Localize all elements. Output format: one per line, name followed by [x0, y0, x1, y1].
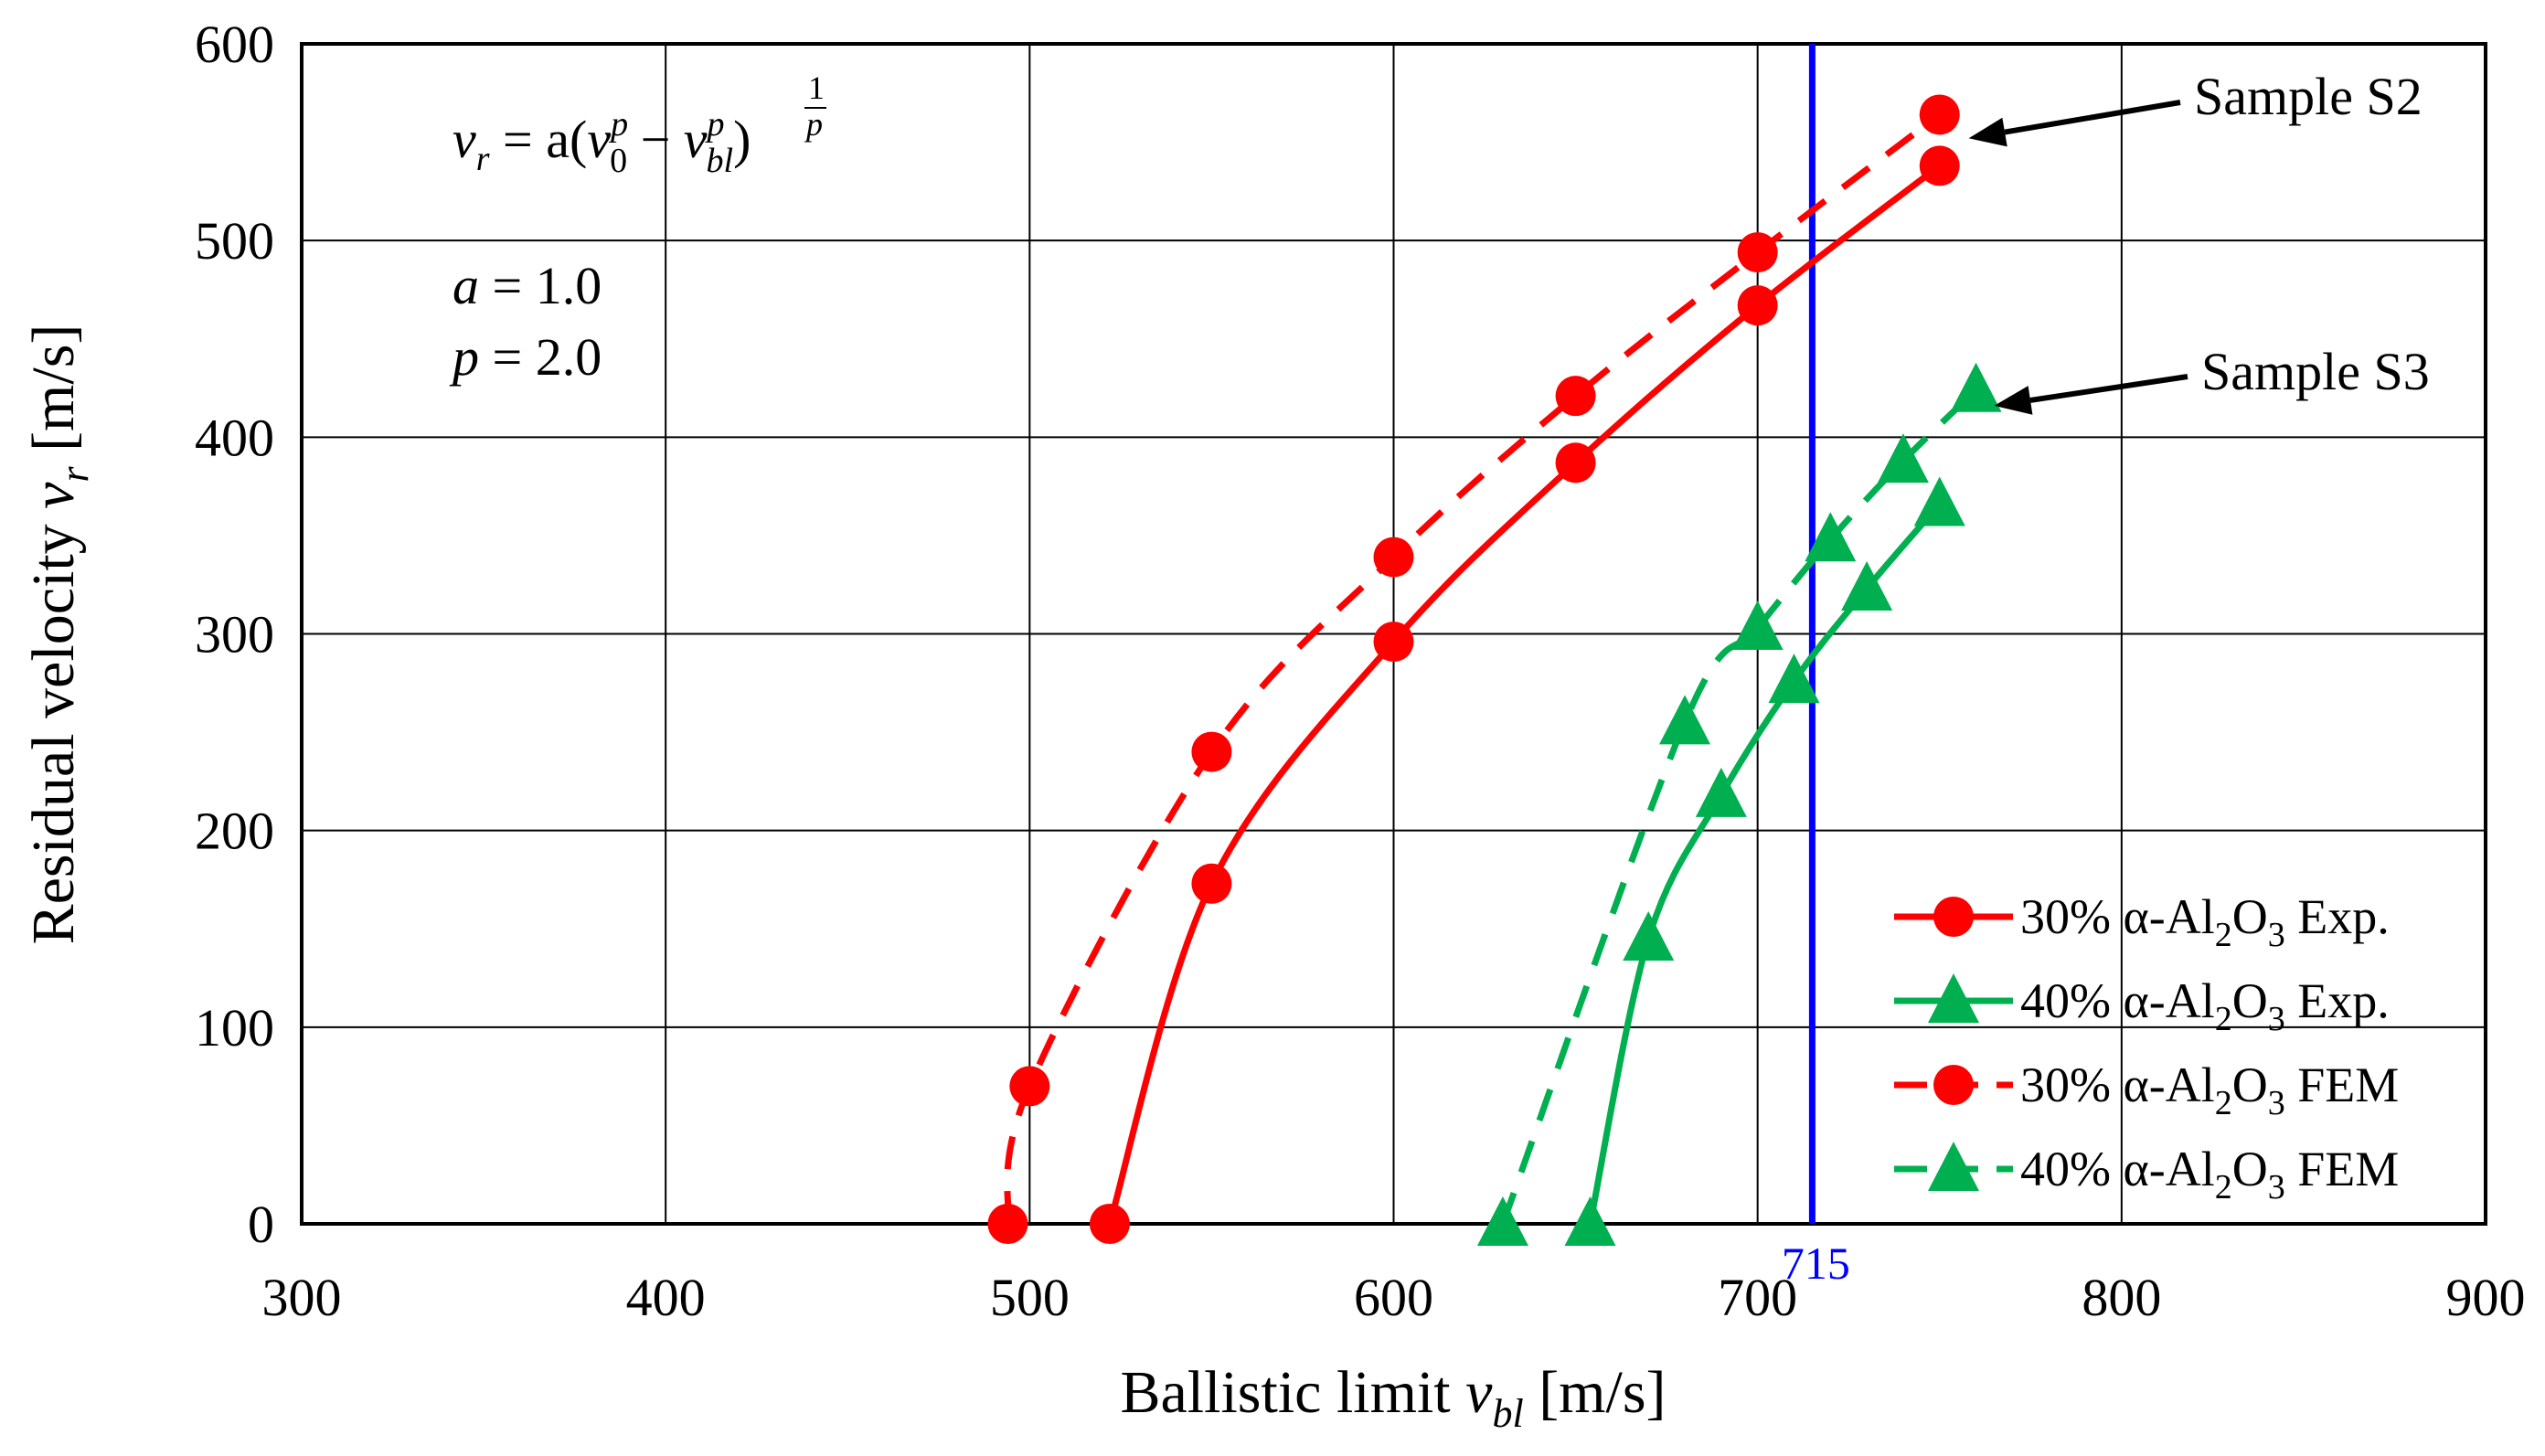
x-tick-label: 500	[990, 1268, 1070, 1327]
y-tick-label: 500	[195, 211, 274, 271]
data-point	[987, 1204, 1028, 1244]
series-line	[1587, 502, 1943, 1225]
legend-marker	[1933, 897, 1974, 937]
annotation-s3-label: Sample S3	[2201, 342, 2430, 401]
data-point	[1841, 561, 1893, 611]
legend-label: 40% α-Al2O3 FEM	[2020, 1142, 2399, 1206]
y-tick-label: 200	[195, 802, 274, 861]
data-point	[1373, 622, 1414, 663]
data-point	[1768, 654, 1820, 704]
data-point	[1913, 476, 1965, 526]
data-point	[1191, 731, 1232, 772]
series-group	[987, 94, 2002, 1246]
legend-item-3: 30% α-Al2O3 FEM	[1894, 1057, 2399, 1122]
y-axis-title: Residual velocity vr [m/s]	[20, 324, 97, 945]
series-3	[987, 94, 1960, 1244]
formula-lhs-sub: r	[476, 140, 490, 178]
formula-v0: v	[587, 110, 611, 169]
data-point	[1089, 1204, 1130, 1244]
x-tick-label: 800	[2082, 1268, 2161, 1327]
data-point	[1737, 232, 1778, 273]
x-tick-label: 300	[262, 1268, 342, 1327]
legend-marker	[1933, 1065, 1974, 1105]
data-point	[1919, 145, 1960, 186]
legend-item-4: 40% α-Al2O3 FEM	[1894, 1142, 2399, 1206]
x-tick-label: 600	[1354, 1268, 1433, 1327]
data-point	[1659, 695, 1711, 745]
data-point	[1373, 537, 1414, 578]
tick-labels: 300 400 500 600 700 800 900 0 100 200 300 400 500 600	[195, 15, 2526, 1327]
formula-lhs: v	[453, 110, 476, 169]
x-tick-label: 700	[1718, 1268, 1797, 1327]
param-a: a = 1.0	[453, 256, 602, 315]
data-point	[1555, 442, 1596, 484]
data-point	[1191, 863, 1232, 904]
annotation-s3-arrow	[2029, 374, 2188, 403]
series-1	[1089, 145, 1960, 1244]
x-tick-label: 900	[2446, 1268, 2526, 1327]
formula-vbl: v	[684, 110, 708, 169]
annotation-s2-arrow	[2004, 100, 2181, 135]
formula-v0-sup: p	[608, 105, 628, 143]
data-point	[1695, 767, 1747, 817]
legend-label: 30% α-Al2O3 Exp.	[2020, 889, 2390, 954]
formula-exp-den: p	[804, 106, 823, 143]
annotation-s2-arrowhead	[1968, 117, 2007, 147]
data-point	[1919, 94, 1960, 135]
data-point	[1950, 362, 2002, 412]
annotation-s2: Sample S2	[1968, 67, 2423, 147]
formula-v0-sub: 0	[610, 142, 627, 180]
data-point	[1623, 911, 1675, 962]
legend: 30% α-Al2O3 Exp. 40% α-Al2O3 Exp. 30% α-Al…	[1894, 889, 2399, 1206]
annotation-s3-arrowhead	[1994, 386, 2033, 415]
grid	[302, 44, 2486, 1224]
series-2	[1564, 476, 1965, 1246]
data-point	[1877, 433, 1929, 484]
plot-frame	[300, 42, 2487, 1226]
y-tick-label: 300	[195, 605, 274, 664]
formula-vbl-sub: bl	[707, 142, 734, 180]
vertical-line: 715	[1782, 44, 1850, 1289]
data-point	[1555, 376, 1596, 417]
vertical-line-label: 715	[1782, 1238, 1850, 1289]
data-point	[1737, 285, 1778, 326]
y-tick-label: 600	[195, 15, 274, 74]
data-point	[1564, 1196, 1616, 1246]
legend-item-1: 30% α-Al2O3 Exp.	[1894, 889, 2390, 954]
y-tick-label: 0	[248, 1195, 274, 1254]
data-point	[1731, 600, 1784, 651]
annotation-s3: Sample S3	[1994, 342, 2430, 415]
data-point	[1476, 1196, 1528, 1246]
formula-exp-num: 1	[808, 69, 825, 106]
x-axis-title: Ballistic limit vbl [m/s]	[1120, 1359, 1666, 1436]
legend-label: 40% α-Al2O3 Exp.	[2020, 973, 2390, 1038]
formula-vbl-sup: p	[705, 105, 725, 143]
param-p: p = 2.0	[449, 327, 602, 387]
data-point	[1009, 1066, 1050, 1107]
y-tick-label: 400	[195, 408, 274, 467]
legend-item-2: 40% α-Al2O3 Exp.	[1894, 973, 2390, 1038]
x-tick-label: 400	[626, 1268, 706, 1327]
formula-eq: = a(	[490, 110, 588, 169]
formula-minus: −	[627, 110, 684, 169]
legend-label: 30% α-Al2O3 FEM	[2020, 1057, 2399, 1122]
formula: vr = a(vp 0 − vp bl) 1 p	[453, 69, 826, 180]
legend-marker	[1928, 1142, 1979, 1191]
annotation-s2-label: Sample S2	[2194, 67, 2423, 126]
legend-marker	[1928, 973, 1979, 1023]
data-point	[1805, 512, 1857, 562]
y-tick-label: 100	[195, 998, 274, 1057]
formula-close: )	[733, 110, 751, 169]
series-4	[1476, 362, 2002, 1246]
